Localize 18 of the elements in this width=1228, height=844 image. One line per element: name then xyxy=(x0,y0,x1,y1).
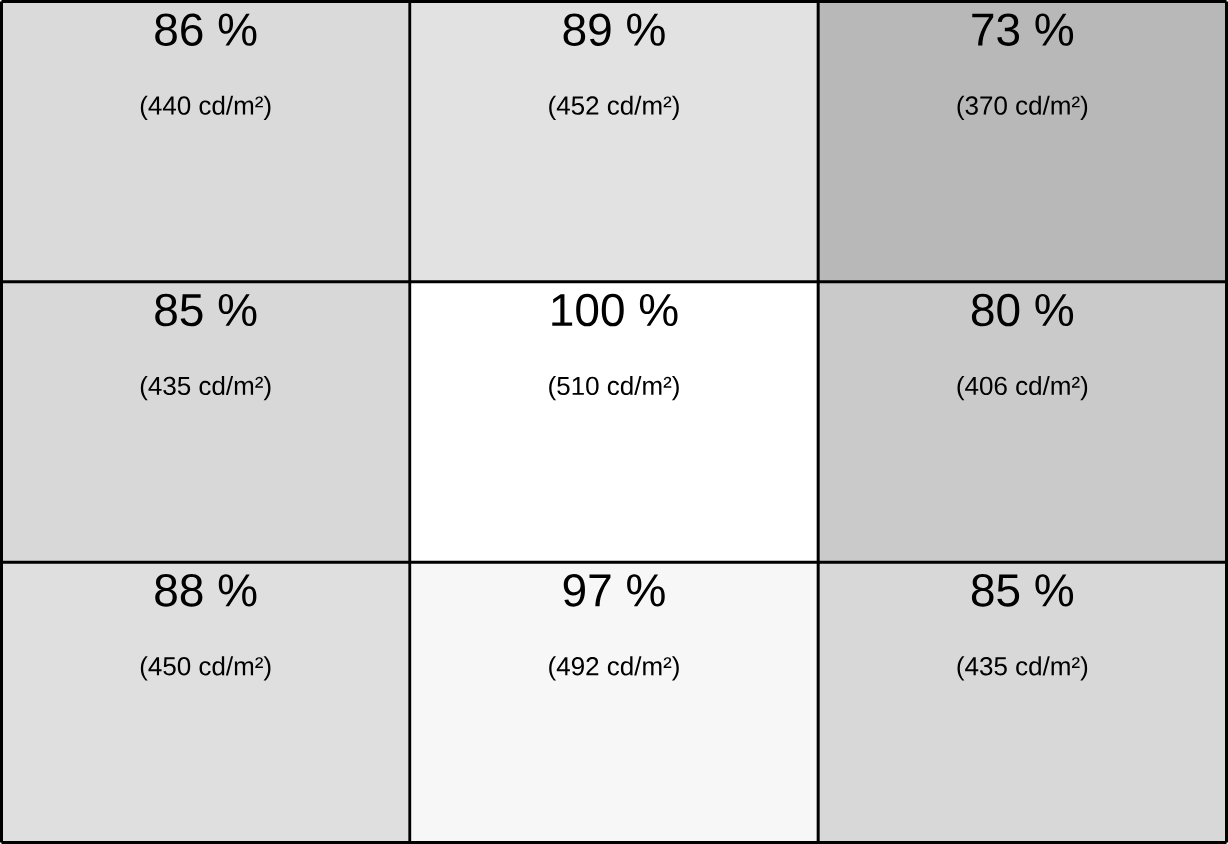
annotation: (406 cd/m²) xyxy=(957,376,1088,401)
annotation: (450 cd/m²) xyxy=(140,656,271,681)
annotation: (452 cd/m²) xyxy=(549,95,679,120)
data-label: 100 % xyxy=(552,293,678,327)
annotation: (440 cd/m²) xyxy=(140,95,271,120)
annotation: (435 cd/m²) xyxy=(140,376,271,401)
annotation: (492 cd/m²) xyxy=(549,656,679,681)
data-label: 80 % xyxy=(971,293,1074,327)
data-label: 85 % xyxy=(971,574,1074,607)
data-label: 88 % xyxy=(155,574,257,607)
data-label: 97 % xyxy=(563,574,665,607)
data-label: 85 % xyxy=(155,293,257,327)
annotation: (370 cd/m²) xyxy=(957,95,1088,120)
annotation: (510 cd/m²) xyxy=(549,376,679,401)
data-label: 86 % xyxy=(155,13,257,46)
data-label: 89 % xyxy=(563,13,665,46)
annotation: (435 cd/m²) xyxy=(957,656,1088,681)
data-label: 73 % xyxy=(972,13,1074,46)
